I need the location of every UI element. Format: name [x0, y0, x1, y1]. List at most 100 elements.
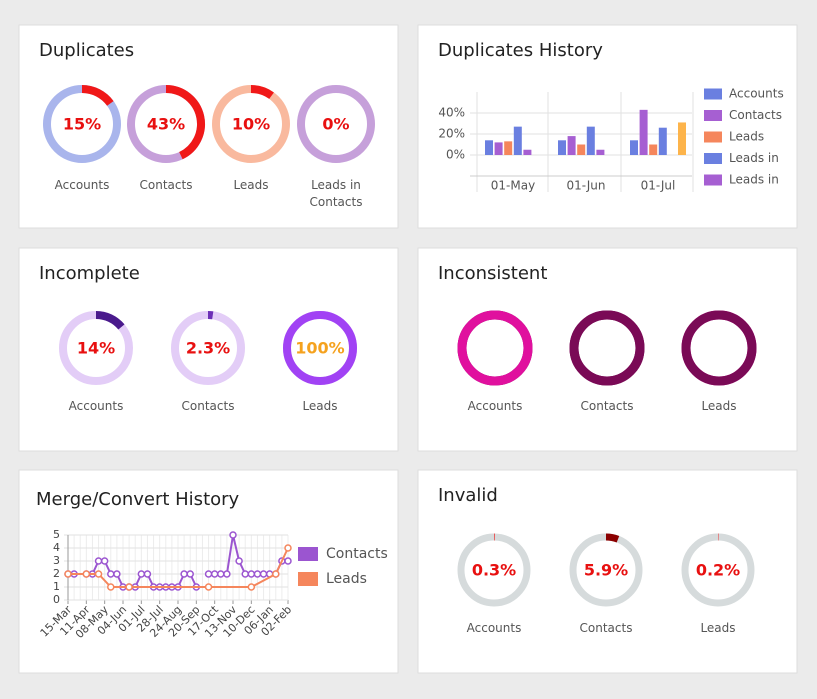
bar [485, 140, 493, 155]
legend-label: Accounts [729, 87, 784, 101]
point [247, 583, 256, 591]
label-box: Accounts [68, 399, 124, 413]
legend-swatch [298, 572, 318, 586]
bar [596, 149, 605, 155]
bar [649, 144, 658, 155]
panel-title: Inconsistent [438, 263, 547, 284]
bar [513, 126, 522, 155]
bar [504, 141, 513, 155]
donut-arc [457, 310, 533, 386]
bar [658, 127, 667, 155]
category-label: Leads [302, 399, 338, 413]
panel [417, 247, 798, 452]
point [125, 583, 133, 591]
label-box: Contacts [581, 399, 634, 413]
donut-arc [81, 85, 114, 106]
legend-swatch [704, 88, 722, 100]
panel-title: Duplicates History [438, 40, 603, 61]
label-box: Accounts [55, 178, 110, 192]
category-label: Contacts [181, 399, 235, 413]
y-tick-label: 40% [438, 106, 465, 120]
value-label: 100% [470, 339, 519, 358]
category-label: Leads [233, 178, 269, 192]
label-box: Leads [701, 399, 736, 413]
value-label: 100% [295, 339, 344, 358]
category-label: Contacts [579, 621, 633, 635]
point [204, 583, 213, 591]
x-tick-label: 01-Jul [641, 179, 676, 193]
point [180, 570, 188, 578]
donut-arc [95, 311, 125, 330]
y-tick-label: 4 [53, 541, 60, 554]
bar [567, 136, 576, 155]
legend-swatch [704, 131, 722, 143]
point [107, 570, 115, 578]
donut-arc [283, 311, 357, 385]
point [100, 557, 109, 565]
label-box: Contacts [181, 399, 235, 413]
label-box: Contacts [579, 621, 633, 635]
label-box: Contacts [140, 178, 193, 192]
label-box: Leads [233, 178, 269, 192]
value-label: 0.2% [696, 561, 740, 580]
legend-swatch [298, 547, 318, 561]
y-tick-label: 20% [438, 127, 465, 141]
value-label: 10% [232, 115, 270, 134]
point [94, 557, 103, 565]
value-label: 14% [77, 339, 115, 358]
legend-swatch [704, 174, 722, 186]
point [229, 531, 237, 539]
category-label: Leads [700, 621, 736, 635]
y-tick-label: 1 [53, 580, 60, 593]
legend-label: Leads in [729, 151, 779, 165]
donut-arc [605, 533, 620, 543]
value-label: 5.9% [584, 561, 628, 580]
y-tick-label: 5 [53, 528, 60, 541]
panel [18, 24, 399, 229]
bar [630, 140, 638, 155]
panel-title: Duplicates [39, 40, 134, 61]
value-label: 2.3% [186, 339, 230, 358]
bar [577, 144, 586, 155]
panel-title: Incomplete [39, 263, 140, 284]
bar [586, 126, 595, 155]
legend-label: Leads [326, 571, 367, 587]
bar [678, 122, 686, 155]
value-label: 100% [582, 339, 631, 358]
bar [558, 140, 566, 155]
point [113, 570, 121, 578]
y-tick-label: 0% [446, 148, 465, 162]
y-tick-label: 3 [53, 554, 60, 567]
point [272, 570, 280, 578]
x-tick-label: 01-May [491, 179, 535, 193]
donut-arc [569, 310, 645, 386]
point [143, 570, 152, 578]
label-box: Leads [302, 399, 338, 413]
point [94, 570, 103, 578]
donut-arc [250, 85, 274, 100]
point [247, 570, 256, 578]
legend-label: Contacts [729, 108, 782, 122]
point [253, 570, 262, 578]
point [217, 570, 225, 578]
category-label: Accounts [68, 399, 124, 413]
value-label: 43% [147, 115, 185, 134]
point [241, 570, 249, 578]
point [82, 570, 91, 578]
point [107, 583, 115, 591]
point [235, 557, 243, 565]
category-label: Accounts [467, 399, 523, 413]
point [210, 570, 219, 578]
point [223, 570, 231, 578]
point [284, 544, 292, 552]
donut-arc [165, 85, 205, 160]
panel [417, 24, 798, 229]
value-label: 0.3% [472, 561, 516, 580]
category-label: Leads in Contacts [309, 178, 363, 209]
bar [639, 109, 648, 155]
value-label: 15% [63, 115, 101, 134]
point [186, 570, 194, 578]
label-box: Leads [700, 621, 736, 635]
bar [523, 149, 532, 155]
